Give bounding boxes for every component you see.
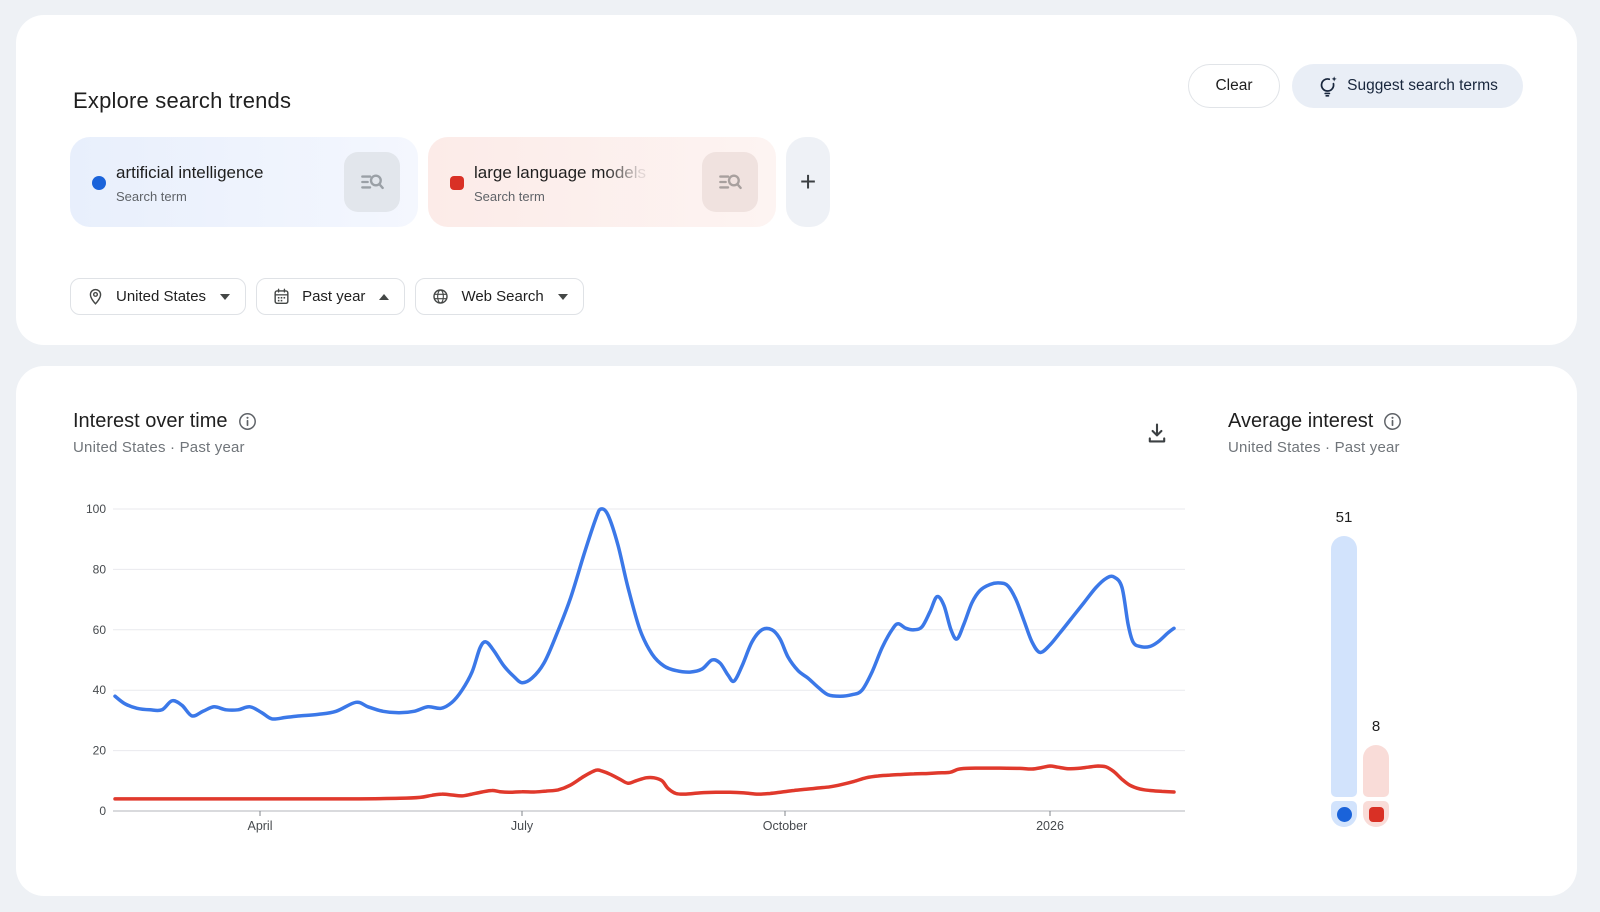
svg-text:July: July: [511, 819, 534, 833]
average-interest-subtitle: United States · Past year: [1228, 439, 1400, 456]
globe-icon: [431, 287, 450, 306]
series-marker-blue: [92, 176, 106, 190]
average-bar-artificial-intelligence[interactable]: 51: [1331, 366, 1357, 836]
explore-term-button[interactable]: [344, 152, 400, 212]
region-filter[interactable]: United States: [70, 278, 247, 315]
average-value-label: 8: [1371, 718, 1381, 735]
results-card: Interest over time United States · Past …: [16, 366, 1577, 896]
average-bar: [1363, 745, 1389, 797]
svg-text:April: April: [247, 819, 272, 833]
average-bar-large-language-models[interactable]: 8: [1363, 366, 1389, 836]
suggest-button-label: Suggest search terms: [1347, 77, 1498, 94]
chevron-up-icon: [379, 293, 390, 300]
interest-over-time-title: Interest over time: [73, 410, 228, 432]
chevron-down-icon: [557, 293, 568, 300]
term-label: large language models: [474, 163, 647, 182]
series-marker-red: [450, 176, 464, 190]
calendar-icon: [272, 287, 291, 306]
search-term-chip-large-language-models[interactable]: large language models Search term: [428, 137, 776, 227]
region-filter-label: United States: [116, 288, 207, 305]
search-type-filter-label: Web Search: [461, 288, 544, 305]
average-bar-legend: [1331, 801, 1357, 827]
explore-card: Explore search trends Clear Suggest sear…: [16, 15, 1577, 345]
clear-button[interactable]: Clear: [1188, 64, 1280, 108]
lightbulb-sparkle-icon: [1317, 75, 1338, 98]
suggest-search-terms-button[interactable]: Suggest search terms: [1292, 64, 1523, 108]
search-type-filter[interactable]: Web Search: [415, 278, 584, 315]
search-term-chip-artificial-intelligence[interactable]: artificial intelligence Search term: [70, 137, 418, 227]
average-bar-legend: [1363, 801, 1389, 827]
chevron-down-icon: [220, 293, 231, 300]
term-type-label: Search term: [116, 189, 187, 204]
series-marker-red: [1368, 806, 1384, 822]
info-icon[interactable]: [1383, 412, 1402, 431]
svg-text:100: 100: [86, 502, 106, 516]
average-value-label: 51: [1335, 509, 1353, 526]
svg-text:60: 60: [93, 623, 107, 637]
svg-text:October: October: [763, 819, 807, 833]
time-range-filter-label: Past year: [302, 288, 366, 305]
page-title: Explore search trends: [73, 87, 292, 113]
svg-text:20: 20: [93, 744, 107, 758]
filter-bar: United States Past year: [70, 278, 584, 315]
download-icon: [1144, 420, 1178, 446]
svg-text:80: 80: [93, 562, 107, 576]
time-range-filter[interactable]: Past year: [256, 278, 406, 315]
manage-search-icon: [716, 168, 744, 196]
interest-over-time-chart[interactable]: 0 20 40 60 80 100 April July October 2026: [70, 480, 1190, 850]
add-search-term-button[interactable]: +: [786, 137, 830, 227]
svg-text:40: 40: [93, 683, 107, 697]
info-icon[interactable]: [238, 412, 257, 431]
term-label: artificial intelligence: [116, 163, 264, 182]
manage-search-icon: [358, 168, 386, 196]
average-bar: [1331, 536, 1357, 797]
download-button[interactable]: [1144, 416, 1178, 450]
svg-text:0: 0: [99, 804, 106, 818]
series-marker-blue: [1336, 806, 1352, 822]
location-pin-icon: [86, 287, 105, 306]
interest-over-time-subtitle: United States · Past year: [73, 439, 245, 456]
average-interest-title: Average interest: [1228, 410, 1374, 432]
term-type-label: Search term: [474, 189, 545, 204]
svg-text:2026: 2026: [1036, 819, 1064, 833]
explore-term-button[interactable]: [702, 152, 758, 212]
